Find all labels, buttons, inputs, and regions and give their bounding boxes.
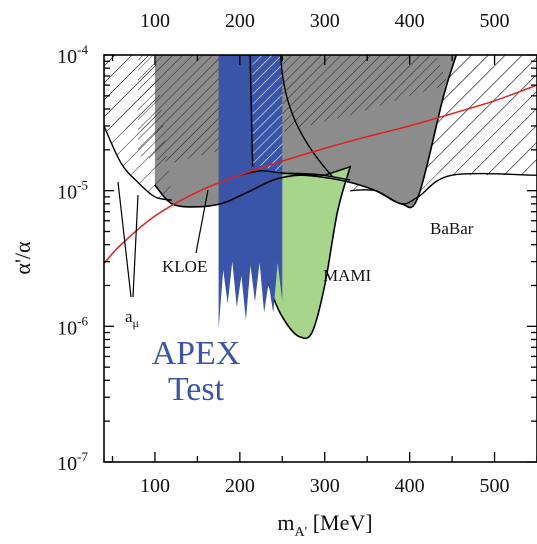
y-tick-label: 10-4 [57, 42, 88, 68]
y-tick-label: 10-6 [57, 313, 88, 339]
y-tick-label: 10-7 [57, 449, 88, 475]
x-tick-label: 100 [140, 475, 170, 497]
x-tick-label: 200 [225, 475, 255, 497]
kloe-pointer-line [195, 189, 209, 254]
x-top-tick-label: 500 [480, 10, 510, 32]
mami-top-boundary [239, 55, 351, 181]
amu-pointer-line [117, 181, 132, 298]
amu-label: aμ [125, 307, 139, 330]
y-axis-title: α'/α [10, 241, 35, 275]
apex-test-label: Test [168, 371, 225, 408]
axis-ticks [104, 54, 537, 463]
amu-band-line [104, 84, 537, 265]
y-tick-label: 10-5 [57, 178, 88, 204]
babar-boundary [350, 172, 537, 205]
x-top-tick-label: 300 [310, 10, 340, 32]
kloe-label: KLOE [162, 257, 207, 276]
x-top-tick-label: 100 [140, 10, 170, 32]
mami-label: MAMI [323, 266, 372, 285]
x-axis-title: mA' [MeV] [277, 510, 372, 540]
x-tick-label: 300 [310, 475, 340, 497]
x-tick-label: 500 [480, 475, 510, 497]
amu-pointer-line [132, 194, 139, 298]
kloe-dense-hatch [138, 55, 448, 163]
babar-label: BaBar [430, 219, 474, 238]
amu-boundary [104, 125, 173, 201]
x-tick-label: 400 [395, 475, 425, 497]
apex-overlap-hatch [252, 55, 283, 173]
apex-label: APEX [152, 335, 241, 372]
amu-hatch-region [104, 55, 172, 201]
plot-frame [103, 54, 537, 463]
x-top-tick-label: 400 [395, 10, 425, 32]
x-top-tick-label: 200 [225, 10, 255, 32]
